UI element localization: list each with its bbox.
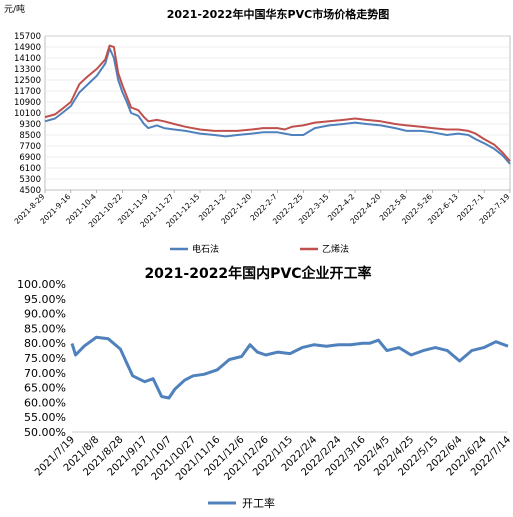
chart2-y-tick-label: 60.00% — [24, 396, 66, 409]
chart1-y-tick-label: 14100 — [14, 54, 41, 64]
series-line-kaigonglv — [70, 335, 509, 400]
chart2-title: 2021-2022年国内PVC企业开工率 — [144, 265, 371, 282]
chart1-y-unit: 元/吨 — [4, 3, 25, 15]
chart1-series-lines — [44, 44, 511, 165]
chart1-y-tick-label: 8500 — [19, 131, 41, 141]
chart1-y-tick-label: 13300 — [14, 65, 41, 75]
chart2-y-tick-label: 65.00% — [24, 382, 66, 395]
chart1-y-tick-label: 11700 — [14, 87, 41, 97]
chart1-y-tick-label: 5300 — [19, 175, 41, 185]
chart1-y-tick-label: 9300 — [19, 120, 41, 130]
chart2-y-tick-label: 50.00% — [24, 426, 66, 439]
series-line-yixi — [44, 44, 511, 162]
chart1-y-tick-label: 4500 — [19, 186, 41, 196]
chart2-y-tick-label: 85.00% — [24, 322, 66, 335]
chart2-legend: 开工率 — [208, 496, 275, 510]
chart1-y-tick-label: 10900 — [14, 98, 41, 108]
chart2-y-tick-label: 95.00% — [24, 293, 66, 306]
legend-label-yixi: 乙烯法 — [322, 243, 349, 255]
legend-label-dianshi: 电石法 — [192, 243, 219, 255]
chart2-y-tick-label: 70.00% — [24, 367, 66, 380]
chart1-y-tick-label: 10100 — [14, 109, 41, 119]
chart1-legend: 电石法 乙烯法 — [170, 243, 349, 255]
chart2-series-lines — [70, 335, 509, 400]
chart1-y-tick-label: 6900 — [19, 153, 41, 163]
chart1-y-tick-label: 15700 — [14, 32, 41, 42]
chart1-y-tick-label: 14900 — [14, 43, 41, 53]
chart1-y-tick-label: 6100 — [19, 164, 41, 174]
chart1-y-axis: 4500530061006900770085009300101001090011… — [14, 32, 510, 196]
chart1-y-tick-label: 12500 — [14, 76, 41, 86]
chart2-y-tick-label: 100.00% — [17, 278, 66, 291]
chart2-y-tick-label: 75.00% — [24, 352, 66, 365]
chart2-y-tick-label: 80.00% — [24, 337, 66, 350]
chart1-title: 2021-2022年中国华东PVC市场价格走势图 — [167, 7, 389, 21]
legend-label-kaigonglv: 开工率 — [242, 496, 275, 510]
chart1-y-tick-label: 7700 — [19, 142, 41, 152]
chart2-y-tick-label: 90.00% — [24, 308, 66, 321]
chart2-y-axis: 50.00% 55.00% 60.00%65.00% 70.00% 75.00% 80.0… — [17, 278, 66, 439]
chart2-y-tick-label: 55.00% — [24, 411, 66, 424]
